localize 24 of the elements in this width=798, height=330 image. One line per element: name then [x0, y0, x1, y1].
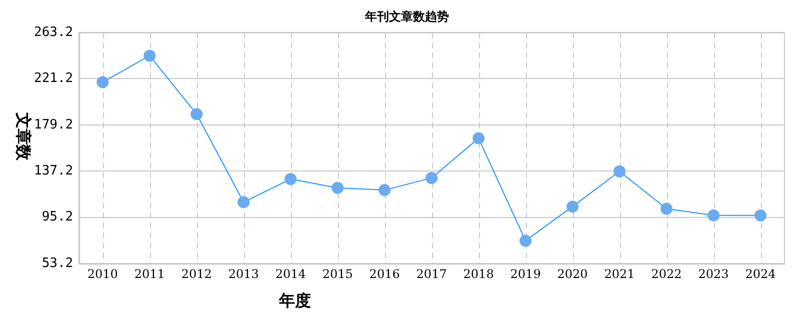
y-tick-label: 221.2 [34, 71, 74, 86]
x-tick-label: 2021 [604, 266, 635, 281]
x-tick-label: 2022 [651, 266, 682, 281]
x-tick-label: 2010 [87, 266, 118, 281]
x-tick-label: 2011 [134, 266, 165, 281]
x-axis-title: 年度 [278, 291, 311, 310]
x-tick-label: 2019 [510, 266, 541, 281]
chart-title: 年刊文章数趋势 [364, 9, 449, 24]
y-tick-label: 137.2 [34, 163, 74, 178]
y-tick-label: 95.2 [42, 210, 74, 225]
y-axis-title: 文章数 [14, 111, 33, 162]
x-tick-label: 2016 [369, 266, 400, 281]
x-tick-label: 2024 [745, 266, 776, 281]
x-tick-label: 2013 [228, 266, 259, 281]
y-tick-label: 179.2 [34, 117, 74, 132]
x-tick-label: 2018 [463, 266, 494, 281]
x-tick-label: 2017 [416, 266, 447, 281]
x-tick-label: 2015 [322, 266, 353, 281]
y-tick-label: 263.2 [34, 24, 74, 40]
x-tick-label: 2014 [275, 266, 306, 281]
y-tick-label: 53.2 [42, 256, 74, 271]
x-tick-label: 2023 [698, 266, 729, 281]
x-tick-label: 2012 [181, 266, 212, 281]
x-tick-label: 2020 [557, 266, 588, 281]
